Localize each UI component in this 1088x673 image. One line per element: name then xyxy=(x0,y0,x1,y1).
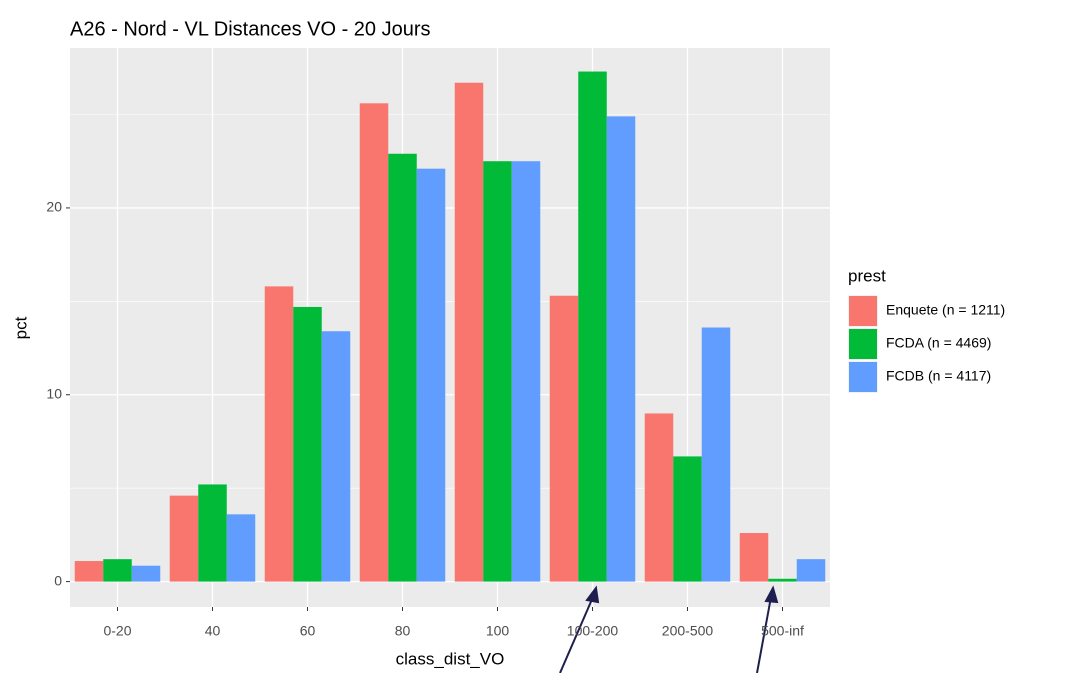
bar xyxy=(511,161,541,582)
x-tick-label: 200-500 xyxy=(662,623,714,639)
bar xyxy=(739,533,769,582)
bar xyxy=(103,559,132,582)
bar xyxy=(169,495,199,582)
bar xyxy=(74,561,104,582)
arrow-head xyxy=(764,585,779,604)
x-tick-label: 0-20 xyxy=(103,623,131,639)
y-axis-title: pct xyxy=(11,316,30,339)
x-tick-label: 40 xyxy=(205,623,221,639)
legend-label: Enquete (n = 1211) xyxy=(886,302,1005,318)
y-tick-label: 0 xyxy=(54,572,62,588)
bar xyxy=(416,168,446,582)
chart-title: A26 - Nord - VL Distances VO - 20 Jours xyxy=(70,18,431,40)
y-tick-label: 20 xyxy=(46,199,62,215)
bar xyxy=(768,578,797,582)
arrow xyxy=(559,596,594,673)
bar xyxy=(549,295,579,582)
bar xyxy=(644,413,674,582)
bar xyxy=(673,456,702,582)
legend-label: FCDA (n = 4469) xyxy=(886,335,991,351)
x-tick-label: 60 xyxy=(300,623,316,639)
legend: Enquete (n = 1211) FCDA (n = 4469) FCDB (n… xyxy=(848,295,1005,393)
bar xyxy=(578,71,607,582)
bar xyxy=(388,153,417,582)
legend-swatch xyxy=(849,296,877,326)
bar xyxy=(264,286,294,582)
bar xyxy=(454,82,484,582)
x-axis-title: class_dist_VO xyxy=(396,649,505,668)
x-tick-label: 100 xyxy=(486,623,510,639)
bar xyxy=(359,103,389,582)
arrow-head xyxy=(585,585,600,604)
bar xyxy=(131,565,161,582)
bar xyxy=(796,559,826,582)
bar xyxy=(226,514,256,582)
arrow xyxy=(756,596,772,673)
bar xyxy=(321,331,351,582)
x-tick-label: 100-200 xyxy=(567,623,619,639)
bar xyxy=(293,306,322,582)
bar xyxy=(198,484,227,582)
x-tick-label: 80 xyxy=(395,623,411,639)
bar xyxy=(701,327,731,582)
y-tick-label: 10 xyxy=(46,385,62,401)
bar xyxy=(606,116,636,582)
legend-label: FCDB (n = 4117) xyxy=(886,368,991,384)
legend-swatch xyxy=(849,362,877,392)
x-tick-label: 500-inf xyxy=(761,623,804,639)
bar xyxy=(483,161,512,582)
legend-swatch xyxy=(849,329,877,359)
legend-title: prest xyxy=(848,266,886,285)
bars xyxy=(74,71,826,582)
annotation-arrows xyxy=(559,585,779,673)
